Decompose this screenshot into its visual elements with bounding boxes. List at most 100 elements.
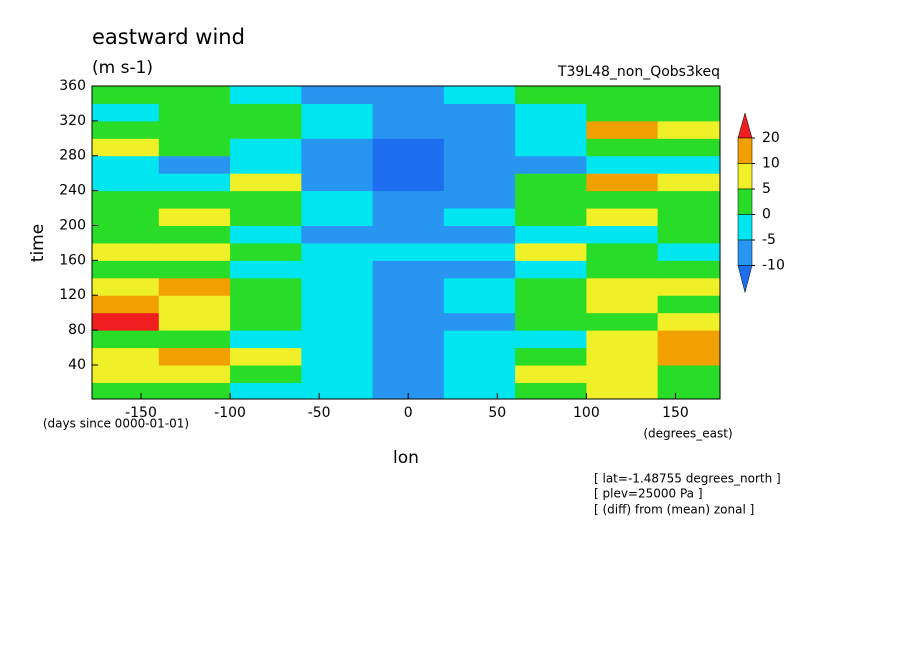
cell bbox=[515, 242, 587, 261]
cell bbox=[515, 190, 587, 209]
colorbar-label: 20 bbox=[762, 130, 780, 146]
cell bbox=[443, 208, 516, 226]
cell bbox=[657, 242, 720, 261]
cell bbox=[301, 295, 374, 314]
cell bbox=[515, 364, 587, 383]
cell bbox=[515, 120, 587, 139]
cell bbox=[443, 173, 516, 192]
cell bbox=[443, 155, 516, 174]
cell bbox=[515, 277, 587, 296]
cell bbox=[372, 260, 445, 279]
colorbar-label: 5 bbox=[762, 181, 771, 197]
x-tick-label: 150 bbox=[662, 405, 689, 421]
cell bbox=[158, 86, 231, 104]
cell bbox=[230, 103, 302, 122]
cell bbox=[657, 312, 720, 331]
cell bbox=[372, 382, 445, 399]
x-tick-label: -50 bbox=[308, 405, 331, 421]
y-tick-label: 320 bbox=[59, 113, 86, 129]
cell bbox=[158, 364, 231, 383]
cell bbox=[230, 382, 302, 399]
x-tick-label: -100 bbox=[214, 405, 246, 421]
x-tick-label: 50 bbox=[488, 405, 506, 421]
cell bbox=[92, 242, 160, 261]
cell bbox=[443, 86, 516, 104]
cell bbox=[158, 103, 231, 122]
cell bbox=[301, 225, 374, 244]
cell bbox=[657, 155, 720, 174]
chart-subtitle: (m s-1) bbox=[92, 58, 153, 78]
cell bbox=[92, 312, 160, 331]
x-axis-label: lon bbox=[393, 448, 419, 468]
x-units: (degrees_east) bbox=[643, 427, 732, 441]
cell bbox=[92, 86, 160, 104]
cell bbox=[657, 103, 720, 122]
cell bbox=[586, 120, 659, 139]
cell bbox=[92, 382, 160, 399]
y-tick-label: 360 bbox=[59, 78, 86, 94]
cell bbox=[301, 208, 374, 226]
cell bbox=[372, 242, 445, 261]
cell bbox=[301, 277, 374, 296]
cell bbox=[443, 225, 516, 244]
cell bbox=[443, 312, 516, 331]
y-tick-label: 80 bbox=[68, 322, 86, 338]
cell bbox=[158, 260, 231, 279]
note: [ (diff) from (mean) zonal ] bbox=[594, 503, 754, 517]
cell bbox=[372, 347, 445, 366]
cell bbox=[657, 173, 720, 192]
cell bbox=[372, 190, 445, 209]
cell bbox=[586, 382, 659, 399]
cell bbox=[158, 208, 231, 226]
colorbar-label: -5 bbox=[762, 232, 776, 248]
colorbar-end bbox=[737, 112, 753, 139]
cell bbox=[657, 277, 720, 296]
cell bbox=[657, 382, 720, 399]
cell bbox=[657, 138, 720, 157]
cell bbox=[443, 138, 516, 157]
cell bbox=[301, 330, 374, 349]
cell bbox=[158, 382, 231, 399]
cell bbox=[515, 155, 587, 174]
x-tick-label: -150 bbox=[125, 405, 157, 421]
cell bbox=[92, 225, 160, 244]
cell bbox=[372, 138, 445, 157]
cell bbox=[230, 312, 302, 331]
cell bbox=[230, 86, 302, 104]
cell bbox=[443, 120, 516, 139]
cell bbox=[515, 330, 587, 349]
cell bbox=[301, 260, 374, 279]
colorbar-label: 0 bbox=[762, 207, 771, 223]
y-tick-label: 280 bbox=[59, 148, 86, 164]
cell bbox=[586, 347, 659, 366]
colorbar-box bbox=[737, 137, 753, 164]
y-tick-label: 160 bbox=[59, 252, 86, 268]
cell bbox=[372, 330, 445, 349]
cell bbox=[443, 242, 516, 261]
cell bbox=[92, 155, 160, 174]
cell bbox=[158, 138, 231, 157]
cell bbox=[158, 295, 231, 314]
colorbar-box bbox=[737, 239, 753, 266]
cell bbox=[92, 295, 160, 314]
colorbar-box bbox=[737, 163, 753, 190]
cell bbox=[372, 86, 445, 104]
cell bbox=[158, 173, 231, 192]
cell bbox=[230, 347, 302, 366]
cell bbox=[92, 138, 160, 157]
cell bbox=[92, 347, 160, 366]
cell bbox=[158, 242, 231, 261]
colorbar-box bbox=[737, 214, 753, 241]
cell bbox=[515, 225, 587, 244]
cell bbox=[230, 120, 302, 139]
cell bbox=[158, 347, 231, 366]
cell bbox=[92, 330, 160, 349]
cell bbox=[372, 208, 445, 226]
cell bbox=[301, 190, 374, 209]
cell bbox=[301, 86, 374, 104]
y-tick-label: 240 bbox=[59, 183, 86, 199]
cell bbox=[92, 277, 160, 296]
cell bbox=[230, 330, 302, 349]
cell bbox=[301, 382, 374, 399]
